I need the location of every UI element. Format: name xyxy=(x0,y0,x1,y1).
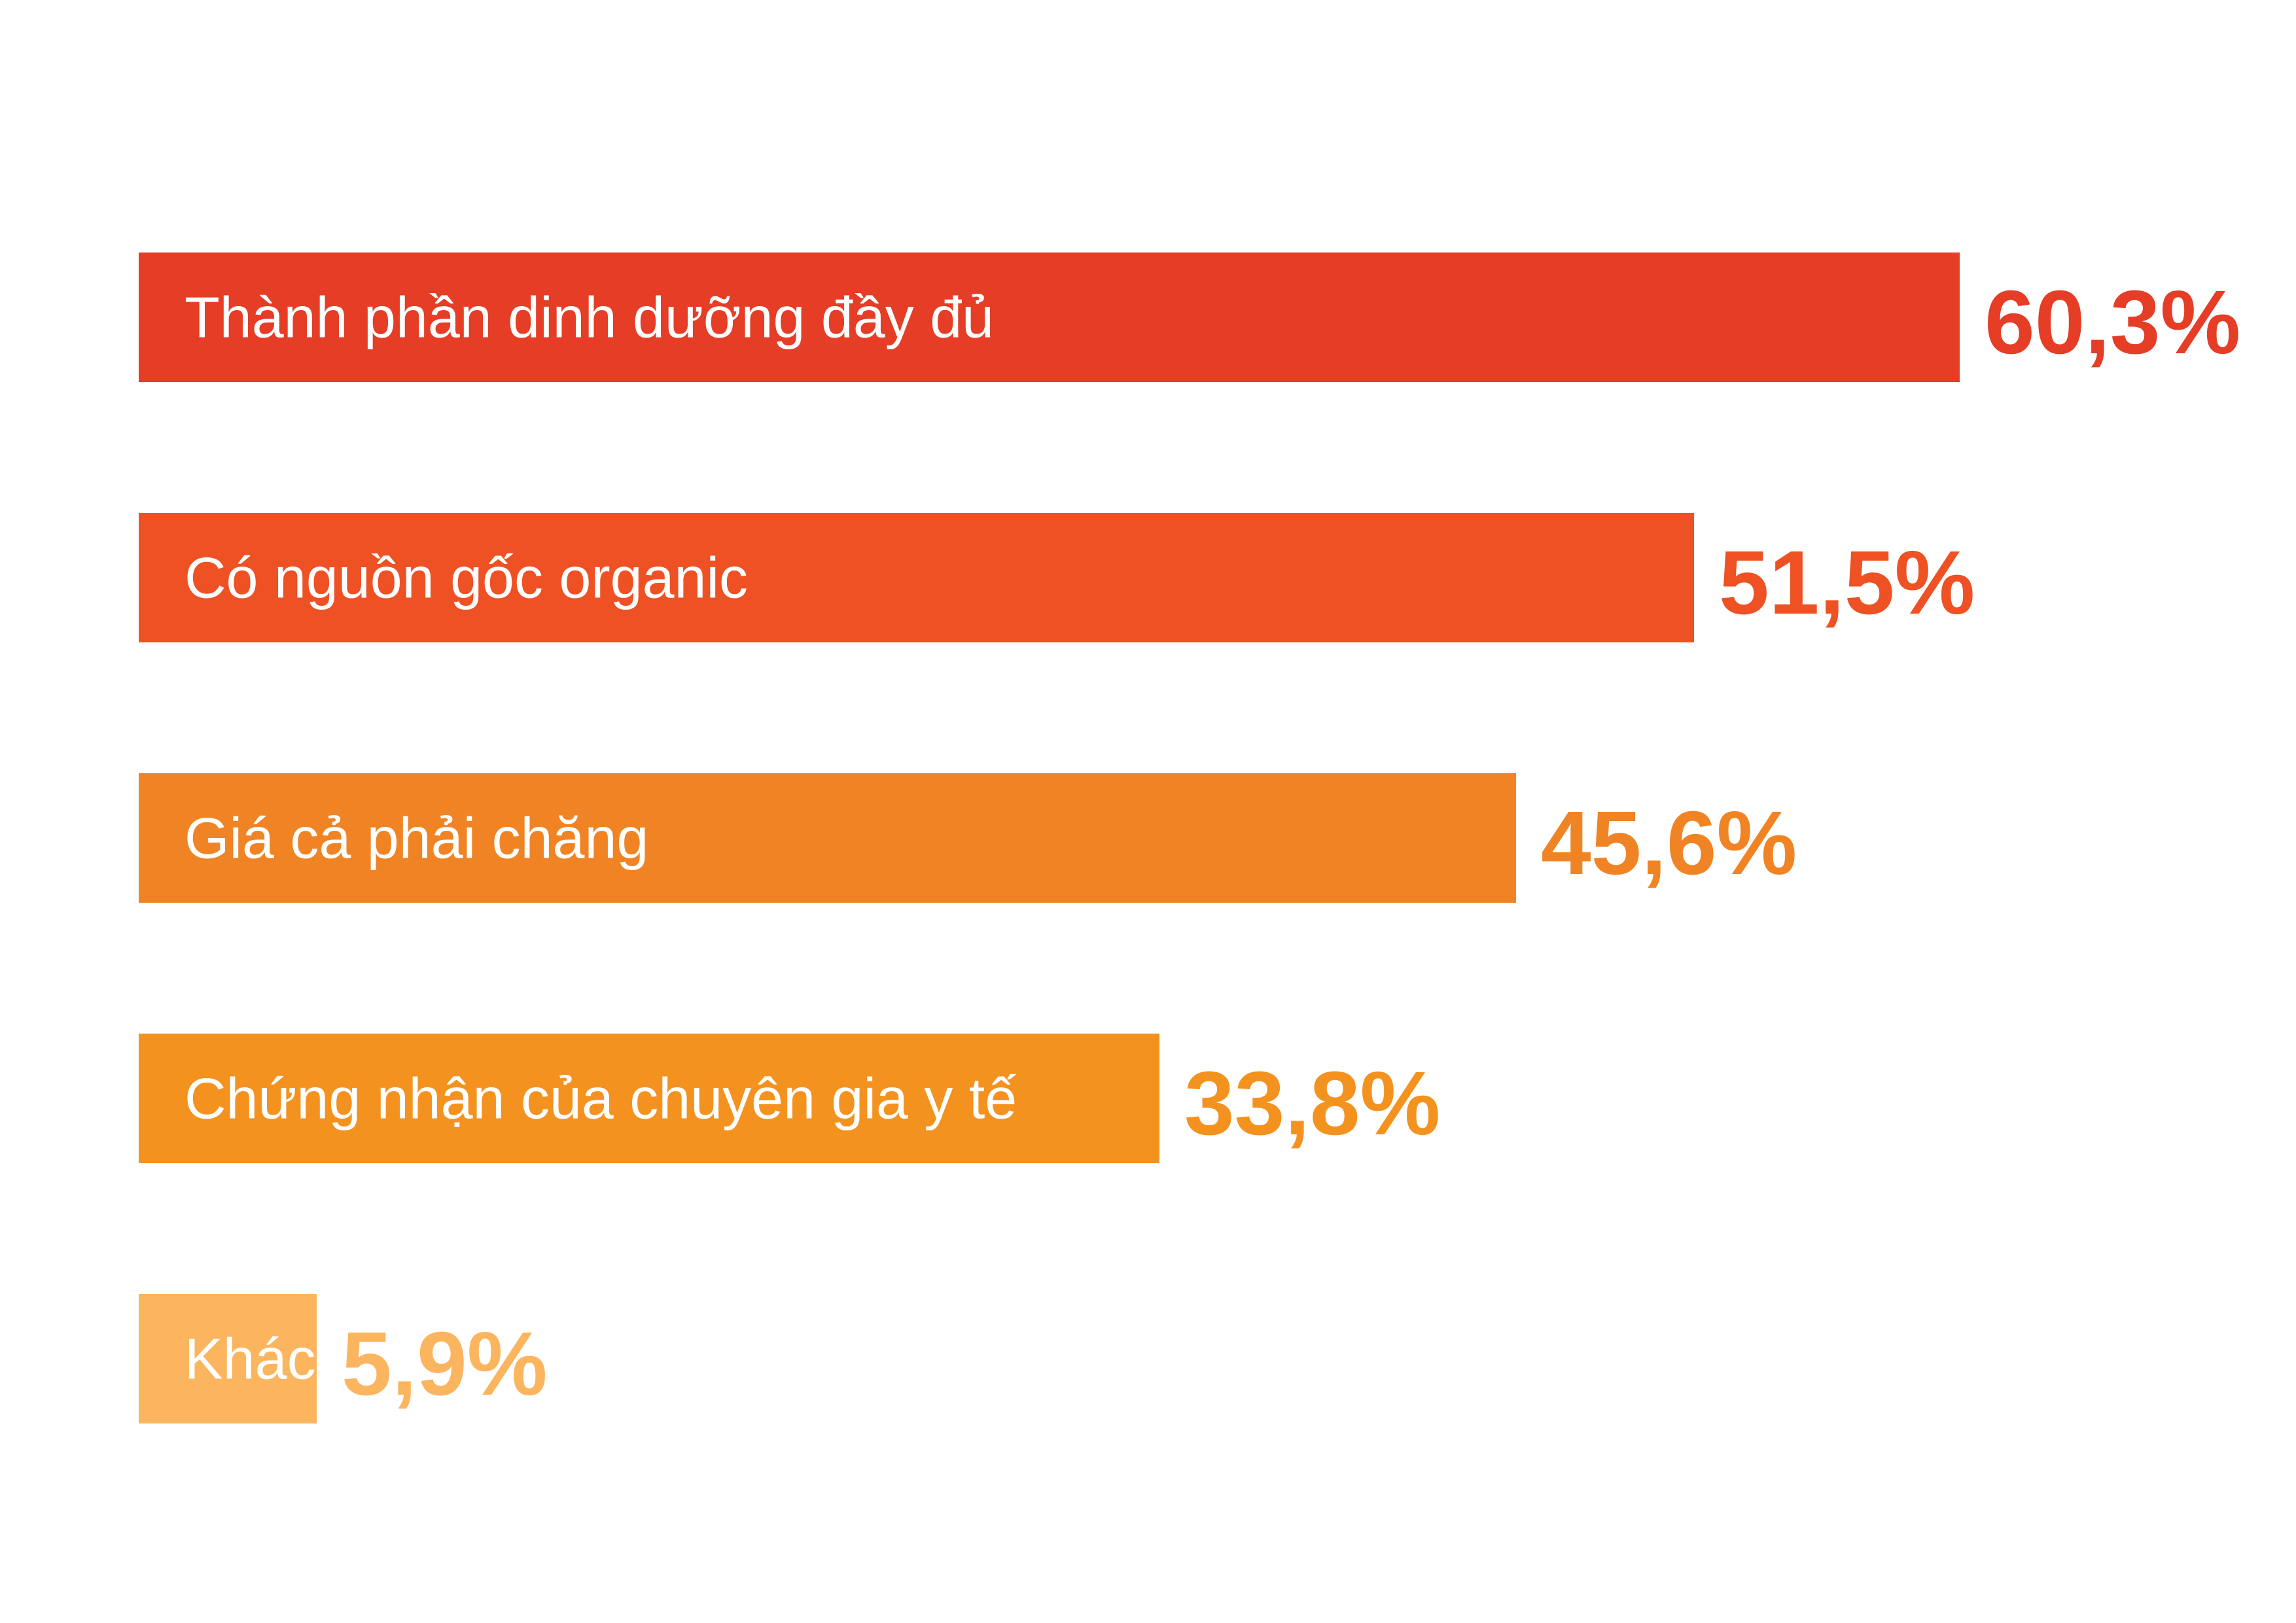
bar-category-label: Khác xyxy=(185,1327,316,1391)
bar-value-label: 5,9% xyxy=(342,1314,548,1414)
bar-category-label: Giá cả phải chăng xyxy=(185,806,648,871)
bar-value-label: 45,6% xyxy=(1541,793,1797,894)
bar xyxy=(139,1294,317,1423)
bar xyxy=(139,253,1960,382)
bar xyxy=(139,773,1516,903)
bar-value-label: 33,8% xyxy=(1184,1053,1440,1154)
bars-layer: Thành phần dinh dưỡng đầy đủ 60,3% Có nguồ… xyxy=(139,253,2240,1423)
bar xyxy=(139,513,1694,642)
bar-group: Có nguồn gốc organic 51,5% xyxy=(139,513,1975,642)
bar-category-label: Có nguồn gốc organic xyxy=(185,546,748,610)
bar-category-label: Thành phần dinh dưỡng đầy đủ xyxy=(185,285,994,350)
bar-group: Giá cả phải chăng 45,6% xyxy=(139,773,1797,903)
bar-value-label: 51,5% xyxy=(1719,532,1975,633)
bar-group: Thành phần dinh dưỡng đầy đủ 60,3% xyxy=(139,253,2240,382)
bar-category-label: Chứng nhận của chuyên gia y tế xyxy=(185,1066,1017,1131)
bar-group: Khác 5,9% xyxy=(139,1294,548,1423)
bar-value-label: 60,3% xyxy=(1985,272,2240,373)
bar-group: Chứng nhận của chuyên gia y tế 33,8% xyxy=(139,1034,1440,1163)
bar xyxy=(139,1034,1159,1163)
